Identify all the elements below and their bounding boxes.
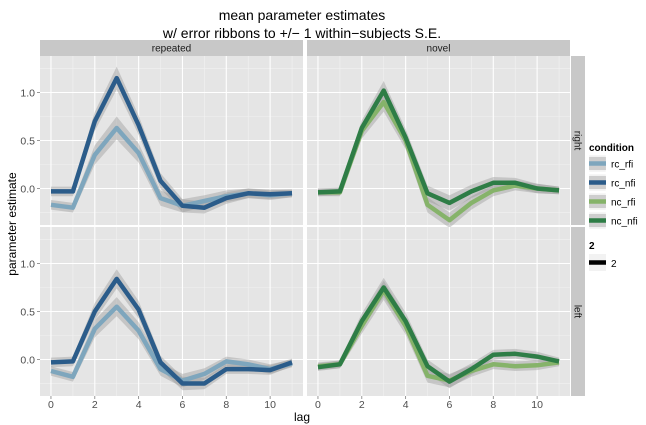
y-tick-label: 0.0 bbox=[20, 354, 35, 366]
chart-title-line-2: w/ error ribbons to +/− 1 within−subject… bbox=[162, 25, 441, 41]
col-strip-label-repeated: repeated bbox=[152, 44, 191, 55]
facet-panels: repeated novel right left 0.0 0.5 1.0 0.0 0.5 1.0… bbox=[20, 40, 585, 411]
size-legend-label: 2 bbox=[611, 259, 617, 270]
legend-title: condition bbox=[589, 143, 634, 154]
ribbon-nc_rfi bbox=[318, 280, 559, 388]
ribbon-rc_rfi bbox=[51, 297, 292, 388]
panel-left-repeated bbox=[40, 227, 303, 396]
ribbon-nc_rfi bbox=[318, 92, 559, 228]
y-tick-label: 0.0 bbox=[20, 183, 35, 195]
x-tick-label: 2 bbox=[359, 399, 365, 411]
row-strip-right bbox=[571, 56, 585, 225]
ribbon-rc_rfi bbox=[51, 116, 292, 213]
series-line-nc_nfi bbox=[317, 88, 560, 206]
y-tick-label: 0.5 bbox=[20, 135, 35, 147]
legend: condition rc_rfi rc_nfi nc_rfi nc_nfi 2 2 bbox=[588, 143, 638, 271]
ribbon-rc_nfi bbox=[51, 66, 292, 214]
col-strip-label-novel: novel bbox=[427, 44, 451, 55]
col-strip-novel bbox=[307, 40, 570, 56]
row-strip-label-left: left bbox=[572, 305, 583, 319]
row-strip-left bbox=[571, 227, 585, 396]
legend-label-rc_rfi: rc_rfi bbox=[611, 160, 633, 171]
series-line-rc_nfi bbox=[50, 276, 293, 386]
chart-title-line-1: mean parameter estimates bbox=[219, 7, 386, 23]
y-axis-title: parameter estimate bbox=[5, 172, 19, 276]
panel-right-novel bbox=[307, 56, 570, 228]
ribbon-nc_nfi bbox=[318, 81, 559, 211]
legend-label-nc_rfi: nc_rfi bbox=[611, 198, 635, 209]
series-line-rc_nfi bbox=[51, 75, 293, 210]
x-tick-label: 8 bbox=[490, 399, 496, 411]
x-tick-label: 6 bbox=[447, 399, 453, 411]
y-tick-label: 1.0 bbox=[20, 258, 35, 270]
row-strip-label-right: right bbox=[572, 131, 583, 151]
x-tick-label: 10 bbox=[531, 399, 543, 411]
panel-right-repeated bbox=[40, 56, 303, 225]
x-tick-label: 10 bbox=[264, 399, 276, 411]
panel-left-novel bbox=[307, 227, 570, 396]
x-tick-label: 4 bbox=[136, 399, 142, 411]
x-tick-label: 6 bbox=[180, 399, 186, 411]
x-axis-title: lag bbox=[294, 410, 310, 424]
x-tick-label: 0 bbox=[315, 399, 321, 411]
legend-label-rc_nfi: rc_nfi bbox=[611, 179, 635, 190]
series-line-nc_nfi bbox=[317, 285, 560, 384]
y-tick-label: 1.0 bbox=[20, 87, 35, 99]
x-tick-label: 4 bbox=[403, 399, 409, 411]
x-tick-label: 2 bbox=[92, 399, 98, 411]
x-tick-label: 0 bbox=[48, 399, 54, 411]
col-strip-repeated bbox=[40, 40, 303, 56]
legend-label-nc_nfi: nc_nfi bbox=[611, 217, 638, 228]
size-legend-title: 2 bbox=[589, 241, 595, 252]
y-tick-label: 0.5 bbox=[20, 306, 35, 318]
x-tick-label: 8 bbox=[223, 399, 229, 411]
